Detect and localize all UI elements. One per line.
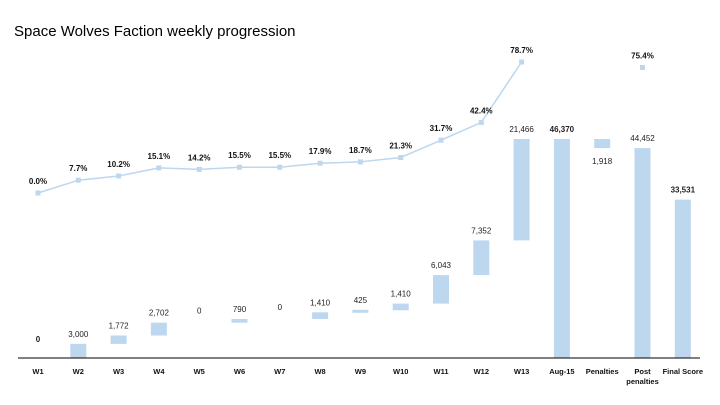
category-label: W6 — [234, 367, 245, 376]
bar-value-label: 790 — [233, 305, 247, 314]
bar-value-label: 0 — [36, 335, 41, 344]
percent-marker — [478, 119, 484, 125]
bar-value-label: 46,370 — [550, 125, 575, 134]
category-label: Aug-15 — [549, 367, 574, 376]
percent-marker — [237, 164, 242, 170]
percent-label: 78.7% — [510, 46, 533, 55]
bar-post-penalties — [634, 148, 651, 358]
percent-label: 15.5% — [268, 151, 291, 160]
bar-value-label: 1,772 — [109, 322, 130, 331]
line-layer — [35, 59, 645, 196]
bar-value-label: 44,452 — [630, 134, 655, 143]
bar-w13 — [513, 139, 530, 241]
category-label: W10 — [393, 367, 408, 376]
category-label: W13 — [514, 367, 529, 376]
category-label: W12 — [474, 367, 489, 376]
bar-value-label: 0 — [197, 307, 202, 316]
percent-marker — [196, 166, 202, 172]
bar-w4 — [150, 322, 167, 336]
bar-final-score — [674, 199, 691, 358]
percent-marker — [116, 173, 122, 179]
bar-value-label: 33,531 — [671, 186, 696, 195]
percent-label: 0.0% — [29, 177, 47, 186]
percent-label: 21.3% — [389, 142, 412, 151]
bar-w9 — [352, 309, 369, 313]
category-label: W1 — [32, 367, 43, 376]
category-label: W8 — [314, 367, 325, 376]
bar-w12 — [473, 240, 490, 276]
bar-w11 — [433, 275, 449, 304]
percent-marker — [317, 160, 323, 166]
labels-layer: 0 3,000 1,772 2,702 0 790 0 1,410 425 1,410 6,043 7… — [29, 46, 703, 386]
percent-label: 31.7% — [430, 124, 453, 133]
percent-marker — [438, 137, 444, 143]
percent-label: 15.1% — [148, 152, 171, 161]
bar-value-label: 1,410 — [310, 298, 331, 307]
percent-marker — [357, 159, 363, 165]
percent-marker — [519, 59, 525, 65]
category-label: W4 — [153, 367, 165, 376]
bar-w10 — [392, 303, 409, 311]
category-label: W9 — [355, 367, 366, 376]
category-label: Penalties — [586, 367, 619, 376]
percent-marker — [398, 155, 404, 160]
percent-marker — [35, 190, 41, 196]
bar-value-label: 1,918 — [592, 157, 613, 166]
category-label: Final Score — [663, 367, 703, 376]
bar-penalties — [594, 139, 611, 149]
bar-w2 — [70, 343, 87, 358]
percent-label: 18.7% — [349, 146, 372, 155]
category-label: W11 — [433, 367, 448, 376]
category-label: W5 — [194, 367, 205, 376]
bar-value-label: 0 — [278, 303, 283, 312]
percent-label: 15.5% — [228, 151, 251, 160]
percent-label: 10.2% — [107, 160, 130, 169]
category-label: W7 — [274, 367, 285, 376]
category-label: W3 — [113, 367, 124, 376]
bar-value-label: 1,410 — [391, 290, 412, 299]
percent-label: 42.4% — [470, 106, 493, 115]
bar-value-label: 21,466 — [509, 125, 534, 134]
percent-label: 14.2% — [188, 153, 211, 162]
bar-value-label: 2,702 — [149, 309, 170, 318]
percent-label: 17.9% — [309, 147, 332, 156]
bar-w6 — [231, 319, 248, 323]
category-label: Post penalties — [626, 367, 659, 386]
bar-value-label: 7,352 — [471, 226, 492, 235]
bar-value-label: 3,000 — [68, 330, 89, 339]
category-label: W2 — [73, 367, 84, 376]
bar-w8 — [312, 312, 329, 319]
percent-marker — [75, 177, 81, 183]
bar-value-label: 425 — [354, 296, 368, 305]
bar-value-label: 6,043 — [431, 261, 452, 270]
page-title: Space Wolves Faction weekly progression — [14, 23, 296, 40]
percent-marker — [156, 165, 162, 171]
bar-w3 — [110, 335, 127, 344]
percent-label: 7.7% — [69, 164, 87, 173]
bars-layer — [70, 139, 691, 358]
percent-label: 75.4% — [631, 52, 654, 61]
percent-marker — [277, 164, 283, 170]
bar-aug-15 — [553, 139, 570, 358]
percent-marker — [640, 65, 645, 70]
